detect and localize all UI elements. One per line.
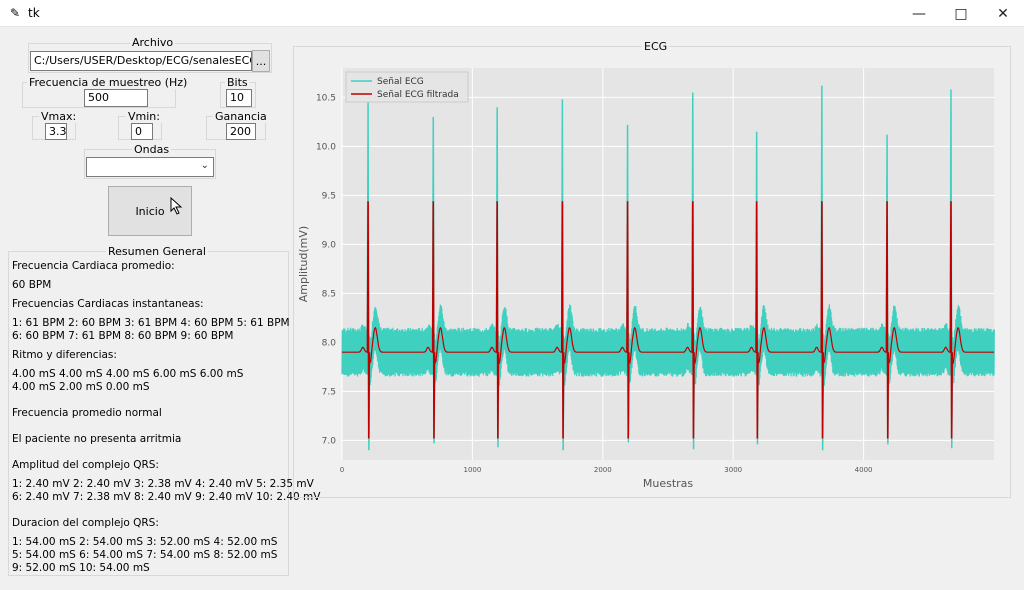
summary-line: 4.00 mS 2.00 mS 0.00 mS xyxy=(12,381,150,393)
summary-line: 6: 60 BPM 7: 61 BPM 8: 60 BPM 9: 60 BPM xyxy=(12,330,234,342)
feather-icon: ✎ xyxy=(9,6,21,20)
browse-button[interactable]: ... xyxy=(252,50,270,72)
summary-line: Amplitud del complejo QRS: xyxy=(12,459,159,471)
inicio-button-label: Inicio xyxy=(135,204,165,218)
close-button[interactable]: ✕ xyxy=(997,5,1009,22)
y-axis-label: Amplitud(mV) xyxy=(297,226,310,302)
legend-box xyxy=(345,71,469,103)
y-tick-label: 9.5 xyxy=(322,191,336,201)
y-tick-label: 7.0 xyxy=(322,436,337,446)
y-tick-label: 8.5 xyxy=(322,289,336,299)
bits-legend: Bits xyxy=(225,76,250,89)
summary-line: 5: 54.00 mS 6: 54.00 mS 7: 54.00 mS 8: 5… xyxy=(12,549,278,561)
y-tick-label: 9.0 xyxy=(322,240,337,250)
x-tick-label: 4000 xyxy=(855,466,873,474)
x-tick-label: 0 xyxy=(340,466,344,474)
summary-line: Ritmo y diferencias: xyxy=(12,349,117,361)
ecg-legend: ECG xyxy=(642,40,670,53)
ganancia-legend: Ganancia xyxy=(213,110,269,123)
legend-label: Señal ECG xyxy=(377,77,424,87)
summary-line: 6: 2.40 mV 7: 2.38 mV 8: 2.40 mV 9: 2.40… xyxy=(12,491,321,503)
series-filtered-spike xyxy=(560,201,565,439)
summary-line: Frecuencia Cardiaca promedio: xyxy=(12,260,175,272)
gain-input[interactable]: 200 xyxy=(226,123,256,140)
resumen-legend: Resumen General xyxy=(106,245,208,258)
series-filtered-spike xyxy=(626,201,630,439)
title-bar: ✎ tk — □ ✕ xyxy=(0,0,1024,27)
vmin-legend: Vmin: xyxy=(126,110,162,123)
summary-line: Frecuencias Cardiacas instantaneas: xyxy=(12,298,204,310)
series-filtered-spike xyxy=(691,201,695,439)
series-filtered-spike xyxy=(495,201,500,439)
vmin-input[interactable]: 0 xyxy=(131,123,153,140)
archivo-legend: Archivo xyxy=(130,36,176,49)
vmax-input[interactable]: 3.3 xyxy=(45,123,67,140)
x-tick-label: 1000 xyxy=(463,466,481,474)
window-title: tk xyxy=(28,6,40,20)
summary-text: Frecuencia Cardiaca promedio: 60 BPM Fre… xyxy=(12,260,321,575)
summary-line: 1: 54.00 mS 2: 54.00 mS 3: 52.00 mS 4: 5… xyxy=(12,536,278,548)
summary-line: 60 BPM xyxy=(12,279,52,291)
series-filtered-spike xyxy=(949,201,954,439)
summary-line: 9: 52.00 mS 10: 54.00 mS xyxy=(12,562,150,574)
series-filtered-spike xyxy=(820,201,824,439)
y-tick-label: 10.5 xyxy=(316,93,336,103)
series-filtered-spike xyxy=(755,201,759,439)
frecuencia-legend: Frecuencia de muestreo (Hz) xyxy=(27,76,190,89)
x-axis-label: Muestras xyxy=(643,477,694,490)
summary-line: 4.00 mS 4.00 mS 4.00 mS 6.00 mS 6.00 mS xyxy=(12,368,244,380)
chevron-down-icon: ⌄ xyxy=(200,160,209,171)
series-filtered-spike xyxy=(885,201,890,439)
bits-input[interactable]: 10 xyxy=(226,89,252,107)
legend-label: Señal ECG filtrada xyxy=(377,90,459,100)
summary-line: 1: 61 BPM 2: 60 BPM 3: 61 BPM 4: 60 BPM … xyxy=(12,317,290,329)
series-filtered-line xyxy=(342,326,994,365)
sampling-rate-input[interactable]: 500 xyxy=(84,89,148,107)
ondas-legend: Ondas xyxy=(132,143,172,156)
cursor-icon xyxy=(170,197,183,215)
y-tick-label: 7.5 xyxy=(322,387,336,397)
summary-line: El paciente no presenta arritmia xyxy=(12,433,182,445)
summary-line: 1: 2.40 mV 2: 2.40 mV 3: 2.38 mV 4: 2.40… xyxy=(12,478,314,490)
x-tick-label: 2000 xyxy=(594,466,612,474)
y-tick-label: 8.0 xyxy=(322,338,337,348)
vmax-legend: Vmax: xyxy=(39,110,79,123)
x-tick-label: 3000 xyxy=(724,466,742,474)
minimize-button[interactable]: — xyxy=(912,5,926,22)
summary-line: Duracion del complejo QRS: xyxy=(12,517,159,529)
y-tick-label: 10.0 xyxy=(316,142,336,152)
file-path-input[interactable]: C:/Users/USER/Desktop/ECG/senalesECG/Gru xyxy=(30,51,252,71)
ondas-select[interactable]: ⌄ xyxy=(86,157,214,177)
series-filtered-spike xyxy=(431,201,436,439)
series-filtered-spike xyxy=(366,201,371,439)
plot-background xyxy=(342,68,994,460)
maximize-button[interactable]: □ xyxy=(954,5,968,22)
summary-line: Frecuencia promedio normal xyxy=(12,407,162,419)
